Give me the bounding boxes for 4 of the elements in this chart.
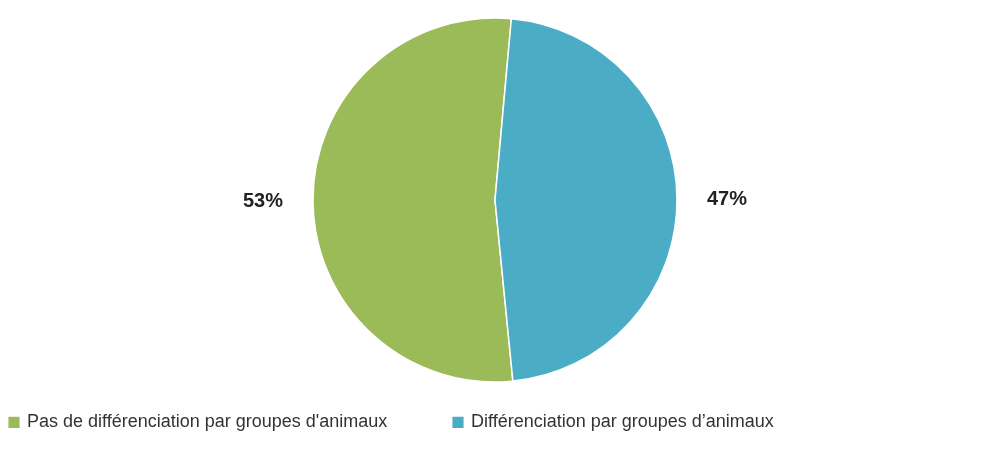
legend-label: Différenciation par groupes d’animaux (471, 411, 774, 432)
data-label: 53% (242, 188, 284, 211)
data-label: 47% (706, 187, 748, 210)
legend-label: Pas de différenciation par groupes d'animaux (27, 411, 388, 432)
